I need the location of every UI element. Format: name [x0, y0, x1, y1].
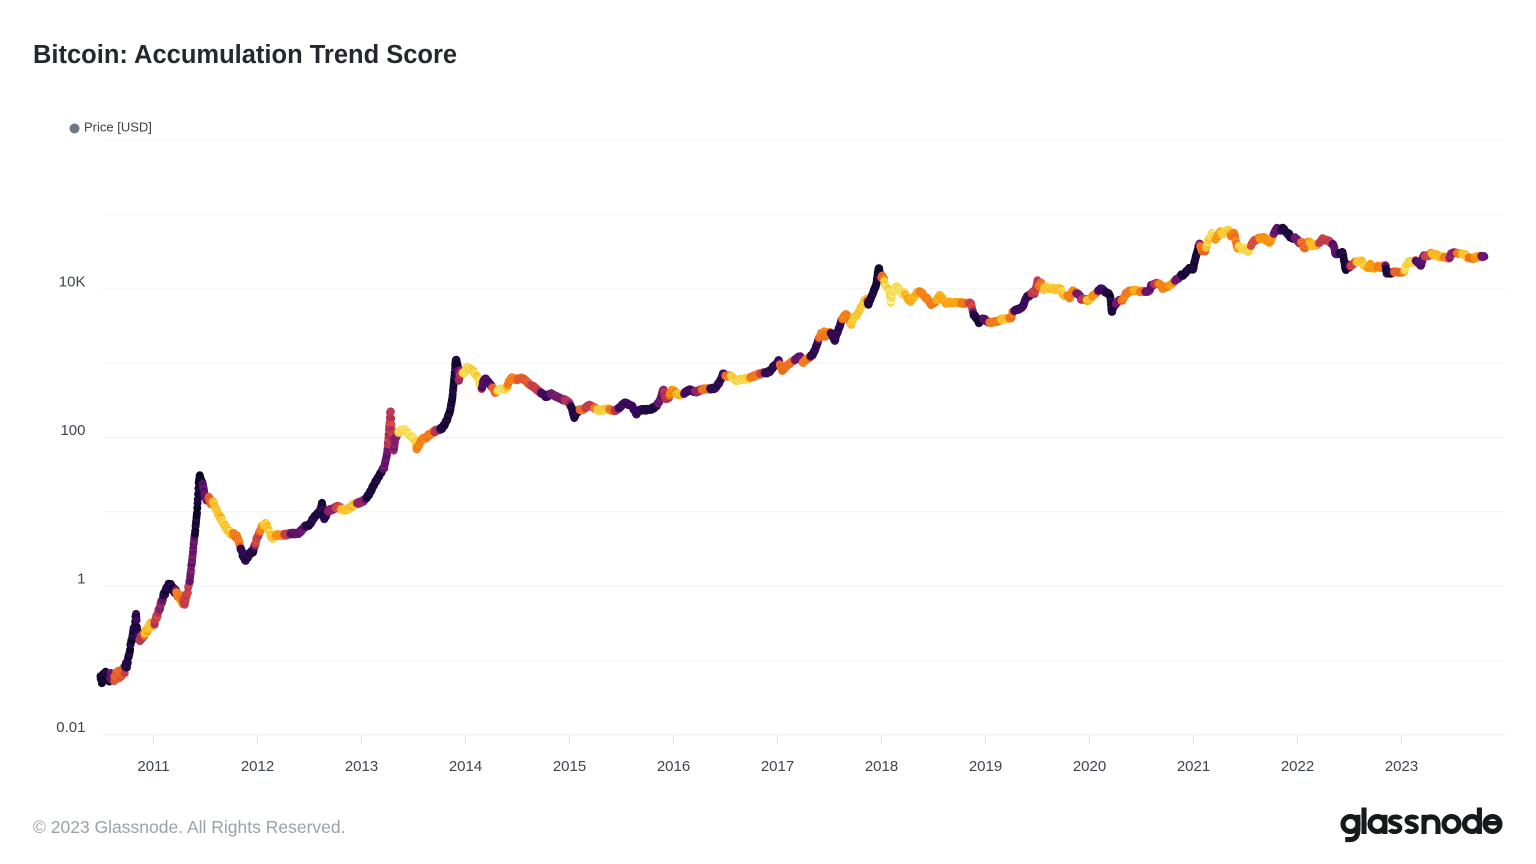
svg-text:2014: 2014 [449, 758, 482, 775]
svg-text:0.01: 0.01 [56, 719, 85, 736]
svg-text:100: 100 [60, 422, 85, 439]
svg-text:2023: 2023 [1385, 758, 1418, 775]
svg-text:Bitcoin: Accumulation Trend Sc: Bitcoin: Accumulation Trend Score [33, 41, 457, 69]
svg-text:Price [USD]: Price [USD] [84, 120, 152, 135]
svg-text:2018: 2018 [865, 758, 898, 775]
svg-text:2020: 2020 [1073, 758, 1106, 775]
svg-text:1: 1 [77, 571, 85, 588]
svg-text:2017: 2017 [761, 758, 794, 775]
svg-text:2019: 2019 [969, 758, 1002, 775]
svg-text:2012: 2012 [241, 758, 274, 775]
svg-text:2013: 2013 [345, 758, 378, 775]
svg-text:2015: 2015 [553, 758, 586, 775]
svg-text:© 2023 Glassnode. All Rights R: © 2023 Glassnode. All Rights Reserved. [33, 817, 346, 837]
svg-text:2022: 2022 [1281, 758, 1314, 775]
svg-text:10K: 10K [59, 273, 86, 290]
svg-text:2011: 2011 [137, 758, 169, 775]
svg-text:2021: 2021 [1177, 758, 1210, 775]
svg-text:2016: 2016 [657, 758, 690, 775]
